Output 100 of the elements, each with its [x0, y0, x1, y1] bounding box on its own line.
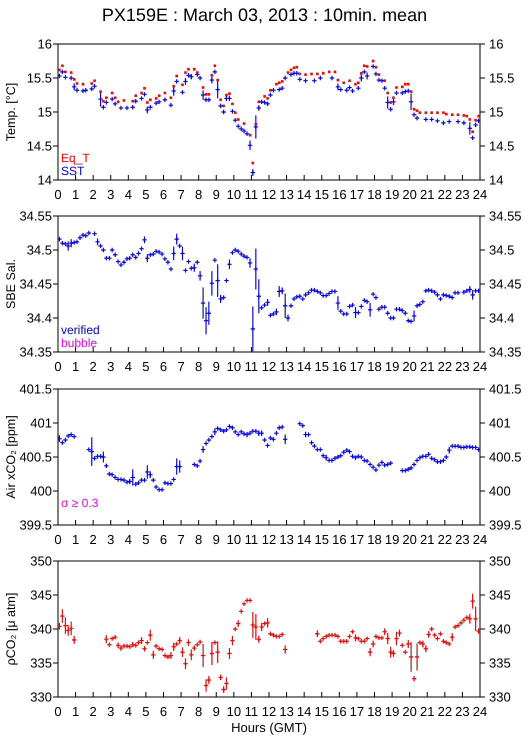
x-tick-label: 21	[420, 532, 434, 547]
y-tick-label: 15	[38, 104, 52, 120]
text: Eq_T	[61, 151, 90, 165]
x-tick-label: 21	[420, 187, 434, 202]
y-tick-label: 401	[30, 415, 52, 430]
x-tick-label: 4	[124, 360, 132, 375]
y-tick-label: 335	[30, 656, 52, 671]
y-tick-label: 34.4	[26, 310, 52, 326]
x-tick-label: 8	[195, 187, 202, 202]
x-tick-label: 3	[107, 187, 114, 202]
x-tick-label: 16	[332, 532, 347, 547]
x-tick-label: 0	[54, 704, 62, 720]
y-tick-label: 400.5	[19, 449, 52, 464]
x-tick-label: 10	[226, 704, 242, 720]
x-tick-label: 5	[142, 704, 150, 720]
x-tick-label: 13	[279, 532, 294, 547]
x-tick-label: 2	[90, 187, 97, 202]
x-tick-label: 5	[142, 360, 150, 375]
y2-tick-label: 15.5	[489, 70, 514, 86]
x-tick-label: 13	[279, 360, 294, 375]
y-tick-label: 16	[38, 36, 52, 52]
x-tick-label: 13	[279, 704, 294, 720]
x-tick-label: 21	[420, 704, 434, 720]
x-tick-label: 15	[314, 187, 329, 202]
x-tick-label: 1	[72, 532, 80, 547]
x-tick-label: 11	[244, 704, 258, 720]
y2-tick-label: 400.5	[489, 449, 522, 464]
x-tick-label: 11	[244, 532, 258, 547]
x-tick-label: 21	[420, 360, 434, 375]
x-tick-label: 7	[177, 360, 185, 375]
x-tick-label: 18	[367, 360, 382, 375]
x-tick-label: 17	[350, 360, 364, 375]
x-tick-label: 12	[262, 704, 276, 720]
x-tick-label: 9	[212, 187, 220, 202]
text: verified	[61, 323, 100, 338]
y2-tick-label: 350	[489, 554, 511, 569]
y2-tick-label: 330	[489, 690, 511, 705]
y-tick-label: 34.35	[19, 344, 52, 360]
x-tick-label: 16	[332, 187, 347, 202]
x-tick-label: 16	[332, 704, 347, 720]
x-tick-label: 20	[402, 187, 417, 202]
x-tick-label: 0	[54, 532, 62, 547]
x-tick-label: 6	[160, 704, 168, 720]
annotation: σ ≥ 0.3	[61, 496, 98, 510]
x-tick-label: 19	[384, 704, 400, 720]
x-tick-label: 9	[212, 360, 220, 375]
x-tick-label: 2	[90, 704, 97, 720]
y-tick-label: 34.45	[19, 276, 52, 292]
x-tick-label: 0	[54, 360, 62, 375]
x-tick-label: 12	[262, 360, 276, 375]
y2-tick-label: 401.5	[489, 381, 522, 396]
legend-label: bubble	[61, 336, 98, 350]
x-tick-label: 8	[195, 360, 202, 375]
y-tick-label: 340	[30, 622, 52, 637]
x-tick-label: 13	[279, 187, 294, 202]
x-tick-label: 11	[244, 187, 258, 202]
x-tick-label: 15	[314, 704, 329, 720]
y2-tick-label: 335	[489, 656, 511, 671]
x-tick-label: 0	[54, 187, 62, 202]
x-tick-label: 18	[367, 704, 382, 720]
y-axis-title: Air xCO₂ [ppm]	[4, 414, 18, 498]
x-tick-label: 1	[72, 360, 80, 375]
x-tick-label: 9	[212, 704, 220, 720]
y-axis-title: ρCO₂ [μ atm]	[4, 592, 18, 666]
x-tick-label: 23	[455, 360, 470, 375]
y2-tick-label: 400	[489, 483, 511, 498]
x-tick-label: 20	[402, 532, 417, 547]
x-tick-label: 24	[472, 360, 488, 375]
y2-tick-label: 34.45	[489, 276, 522, 292]
y-axis-title: SBE Sal.	[4, 259, 18, 310]
y2-tick-label: 34.35	[489, 344, 522, 360]
text: SST	[61, 164, 84, 178]
x-tick-label: 19	[384, 532, 400, 547]
x-tick-label: 5	[142, 187, 150, 202]
y-tick-label: 399.5	[19, 517, 52, 532]
x-tick-label: 24	[472, 187, 488, 202]
x-tick-label: 1	[72, 704, 80, 720]
x-tick-label: 10	[226, 360, 242, 375]
x-tick-label: 22	[438, 187, 452, 202]
x-tick-label: 1	[72, 187, 80, 202]
y-tick-label: 34.55	[19, 208, 52, 224]
x-tick-label: 24	[472, 704, 488, 720]
y-tick-label: 330	[30, 690, 52, 705]
x-tick-label: 3	[107, 360, 114, 375]
x-tick-label: 22	[438, 360, 452, 375]
x-tick-label: 14	[296, 704, 312, 720]
x-tick-label: 23	[455, 704, 470, 720]
y-tick-label: 14	[38, 172, 52, 188]
x-tick-label: 20	[402, 704, 417, 720]
x-tick-label: 15	[314, 360, 329, 375]
x-tick-label: 19	[384, 360, 400, 375]
y2-tick-label: 340	[489, 622, 511, 637]
x-tick-label: 24	[472, 532, 488, 547]
y-tick-label: 34.5	[26, 242, 52, 258]
chart-title: PX159E : March 03, 2013 : 10min. mean	[100, 4, 428, 26]
x-tick-label: 14	[296, 532, 312, 547]
x-tick-label: 15	[314, 532, 329, 547]
x-tick-label: 3	[107, 532, 114, 547]
y-tick-label: 350	[30, 554, 52, 569]
x-tick-label: 2	[90, 532, 97, 547]
